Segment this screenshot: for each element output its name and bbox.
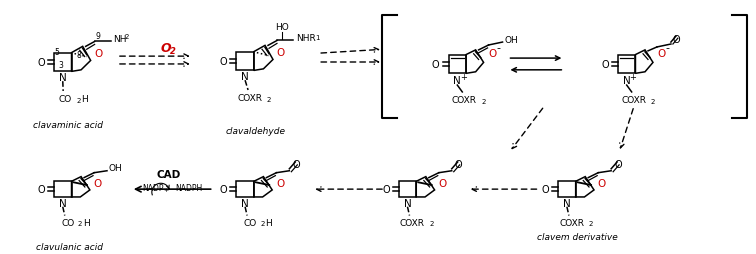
- Text: CO: CO: [61, 218, 74, 227]
- Text: O: O: [293, 159, 300, 169]
- Text: COXR: COXR: [400, 218, 425, 227]
- Text: 2: 2: [589, 220, 593, 227]
- Text: O: O: [220, 184, 228, 194]
- Text: O: O: [673, 35, 680, 45]
- Text: COXR: COXR: [621, 96, 646, 105]
- Text: NADPH: NADPH: [175, 183, 203, 192]
- Text: 2: 2: [78, 220, 82, 227]
- Text: O: O: [160, 42, 171, 55]
- Text: +: +: [460, 72, 466, 82]
- Text: NH: NH: [113, 35, 127, 44]
- Text: clavaminic acid: clavaminic acid: [33, 121, 104, 130]
- Text: O: O: [37, 184, 45, 194]
- Text: COXR: COXR: [237, 94, 262, 103]
- Text: COXR: COXR: [559, 218, 584, 227]
- Text: 2: 2: [260, 220, 265, 227]
- Text: N: N: [59, 198, 67, 208]
- Text: 5: 5: [54, 47, 60, 56]
- Text: CO: CO: [243, 218, 257, 227]
- Text: H: H: [265, 218, 271, 227]
- Text: -: -: [497, 43, 500, 53]
- Text: -: -: [666, 43, 670, 53]
- Text: HO: HO: [275, 23, 289, 32]
- Text: O: O: [454, 159, 463, 169]
- Text: clavem derivative: clavem derivative: [537, 232, 618, 241]
- Text: OH: OH: [504, 36, 519, 44]
- Text: 2: 2: [482, 98, 485, 104]
- Text: N: N: [241, 198, 249, 208]
- Text: 2: 2: [267, 97, 271, 102]
- Text: +: +: [629, 72, 636, 82]
- Text: 1: 1: [314, 35, 319, 41]
- Text: NHR: NHR: [296, 34, 316, 43]
- Text: O: O: [94, 49, 103, 58]
- Text: clavaldehyde: clavaldehyde: [225, 126, 286, 135]
- Text: O: O: [614, 159, 621, 169]
- Text: 2: 2: [125, 33, 129, 39]
- Text: N: N: [454, 76, 461, 86]
- Text: OH: OH: [109, 164, 122, 173]
- Text: N: N: [623, 76, 631, 86]
- Text: O: O: [598, 178, 606, 188]
- Text: O: O: [94, 178, 102, 188]
- Text: 8: 8: [76, 51, 81, 59]
- Text: H: H: [82, 218, 89, 227]
- Text: CO: CO: [58, 95, 72, 104]
- Text: clavulanic acid: clavulanic acid: [36, 242, 104, 251]
- Text: CAD: CAD: [156, 170, 181, 180]
- Text: 2: 2: [429, 220, 434, 227]
- Text: H: H: [81, 95, 88, 104]
- Text: O: O: [382, 184, 390, 194]
- Text: 2: 2: [170, 46, 175, 56]
- Text: O: O: [658, 49, 666, 58]
- Text: 2: 2: [76, 97, 80, 103]
- Text: O: O: [277, 47, 285, 57]
- Text: O: O: [432, 60, 439, 70]
- Text: 9: 9: [95, 32, 100, 41]
- Text: O: O: [601, 60, 609, 70]
- Text: NADP: NADP: [142, 183, 163, 192]
- Text: O: O: [541, 184, 549, 194]
- Text: N: N: [404, 198, 411, 208]
- Text: O: O: [488, 49, 497, 58]
- Text: O: O: [220, 57, 228, 67]
- Text: O: O: [438, 178, 447, 188]
- Text: 3: 3: [58, 61, 63, 70]
- Text: +: +: [164, 187, 169, 192]
- Text: N: N: [241, 72, 249, 82]
- Text: N: N: [563, 198, 571, 208]
- Text: N: N: [59, 73, 67, 83]
- Text: O: O: [37, 58, 45, 68]
- Text: COXR: COXR: [452, 96, 477, 105]
- Text: 2: 2: [651, 98, 655, 104]
- Text: O: O: [276, 178, 284, 188]
